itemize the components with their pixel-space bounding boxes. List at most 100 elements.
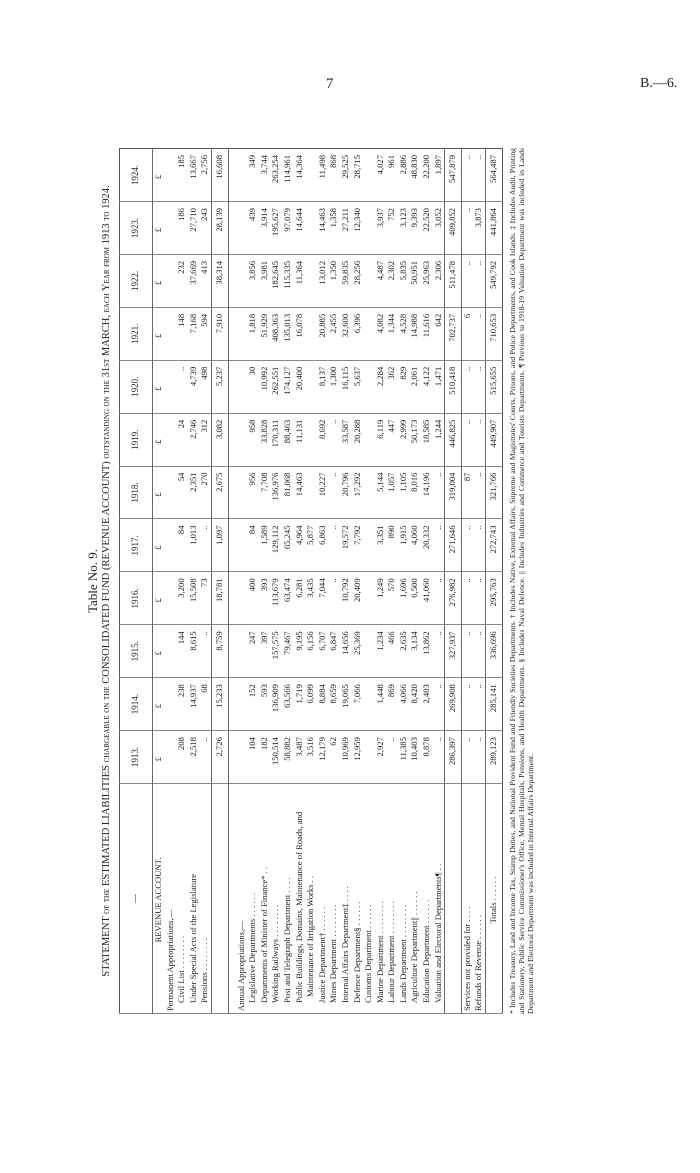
cell-value: 2,403 — [421, 677, 433, 731]
cell-value — [235, 413, 248, 467]
cell-value — [235, 201, 248, 255]
cell-value — [228, 466, 236, 519]
cell-value — [363, 201, 375, 255]
cell-value: 20,409 — [351, 571, 364, 625]
group-heading-row: Permanent Appropriations,— — [164, 148, 177, 1014]
cell-value: 195,627 — [270, 201, 282, 255]
cell-value: 5,237 — [211, 360, 229, 414]
row-label: Customs Department . . . . . . — [363, 783, 375, 1014]
cell-value: 327,937 — [444, 624, 462, 678]
cell-value: 238 — [176, 677, 188, 731]
cell-value: 4,528 — [397, 307, 410, 361]
cell-value: 5,637 — [351, 360, 364, 414]
cell-value — [228, 254, 236, 308]
cell-value: 59,835 — [339, 254, 352, 308]
cell-value: .. — [461, 518, 474, 572]
currency-symbol: £ — [152, 148, 165, 202]
cell-value: 63,474 — [281, 571, 294, 625]
row-label: Marine Department . . . . . . . . — [374, 783, 387, 1014]
cell-value: 14,988 — [409, 307, 422, 361]
cell-value: 63,566 — [281, 677, 294, 731]
cell-value: 19,572 — [339, 518, 352, 572]
cell-value: 18,781 — [211, 571, 229, 625]
cell-value: 73 — [199, 571, 212, 625]
cell-value: 2,726 — [211, 730, 229, 784]
cell-value: 8,137 — [316, 360, 329, 414]
cell-value: 113,679 — [270, 571, 282, 625]
table-row: Legislative Departments . . . . . . 104 15… — [247, 148, 259, 1014]
cell-value: .. — [199, 518, 212, 572]
cell-value — [363, 254, 375, 308]
cell-value — [235, 307, 248, 361]
cell-value: 29,525 — [339, 148, 352, 202]
year-header: 1924. — [119, 148, 153, 202]
cell-value: 2,518 — [187, 730, 200, 784]
cell-value: 362 — [386, 360, 398, 414]
cell-value: 263,254 — [270, 148, 282, 202]
cell-value: 150,514 — [270, 730, 282, 784]
cell-value: 136,909 — [270, 677, 282, 731]
cell-value: 3,937 — [374, 201, 387, 255]
cell-value: 12,340 — [351, 201, 364, 255]
cell-value: .. — [461, 254, 474, 308]
cell-value: 1,057 — [386, 466, 398, 519]
cell-value: 409,852 — [444, 201, 462, 255]
cell-value: .. — [432, 730, 445, 784]
row-label: Under Special Acts of the Legislature — [187, 783, 200, 1014]
cell-value: 14,364 — [293, 148, 306, 202]
row-label: Defence Department§ . . . . . . — [351, 783, 364, 1014]
currency-symbol: £ — [152, 730, 165, 784]
cell-value: 6,847 — [328, 624, 340, 678]
row-label: Valuation and Electoral Departments¶ . . — [432, 783, 445, 1014]
cell-value — [363, 466, 375, 519]
cell-value: 33,587 — [339, 413, 352, 467]
cell-value — [164, 624, 177, 678]
cell-value: 16,608 — [211, 148, 229, 202]
cell-value: 1,915 — [397, 518, 410, 572]
cell-value: 182 — [258, 730, 271, 784]
cell-value: 14,463 — [316, 201, 329, 255]
currency-symbol: £ — [152, 571, 165, 625]
cell-value: 890 — [386, 518, 398, 572]
cell-value: .. — [432, 466, 445, 519]
cell-value: 2,302 — [386, 254, 398, 308]
cell-value: 6,396 — [351, 307, 364, 361]
cell-value: 5,877 — [305, 518, 317, 572]
cell-value: .. — [473, 518, 486, 572]
cell-value — [164, 360, 177, 414]
table-row: Departments of Minister of Finance* . .1… — [258, 148, 271, 1014]
cell-value — [164, 254, 177, 308]
cell-value: 20,332 — [421, 518, 433, 572]
cell-value: 12,959 — [351, 730, 364, 784]
row-label: Pensions . . . . . . . . — [199, 783, 212, 1014]
table-row: Under Special Acts of the Legislature 2,5… — [187, 148, 200, 1014]
spacer-row — [228, 148, 236, 1014]
cell-value: .. — [199, 624, 212, 678]
cell-value: 642 — [432, 307, 445, 361]
currency-symbol: £ — [152, 677, 165, 731]
table-row: Agriculture Department|| . . . . . . 10,4… — [409, 148, 422, 1014]
cell-value: 182,645 — [270, 254, 282, 308]
cell-value: 7,066 — [351, 677, 364, 731]
cell-value: 1,589 — [258, 518, 271, 572]
cell-value — [228, 148, 236, 202]
cell-value: 1,013 — [187, 518, 200, 572]
cell-value: 170,311 — [270, 413, 282, 467]
footnotes: * Includes Treasury, Land and Income Tax… — [507, 148, 536, 1014]
cell-value: 87 — [461, 466, 474, 519]
page-number: 7 — [326, 76, 334, 92]
cell-value — [235, 254, 248, 308]
cell-value: 2,886 — [397, 148, 410, 202]
cell-value: 13,667 — [187, 148, 200, 202]
cell-value: 185 — [176, 148, 188, 202]
row-label: Annual Appropriations,— — [235, 783, 248, 1014]
cell-value: 28,715 — [351, 148, 364, 202]
cell-value: 16,078 — [293, 307, 306, 361]
cell-value: .. — [328, 518, 340, 572]
cell-value: 65,245 — [281, 518, 294, 572]
cell-value — [228, 360, 236, 414]
table-row: Marine Department . . . . . . . . 2,927 1,… — [374, 148, 387, 1014]
cell-value: 144 — [176, 624, 188, 678]
cell-value: 511,478 — [444, 254, 462, 308]
cell-value: .. — [386, 730, 398, 784]
